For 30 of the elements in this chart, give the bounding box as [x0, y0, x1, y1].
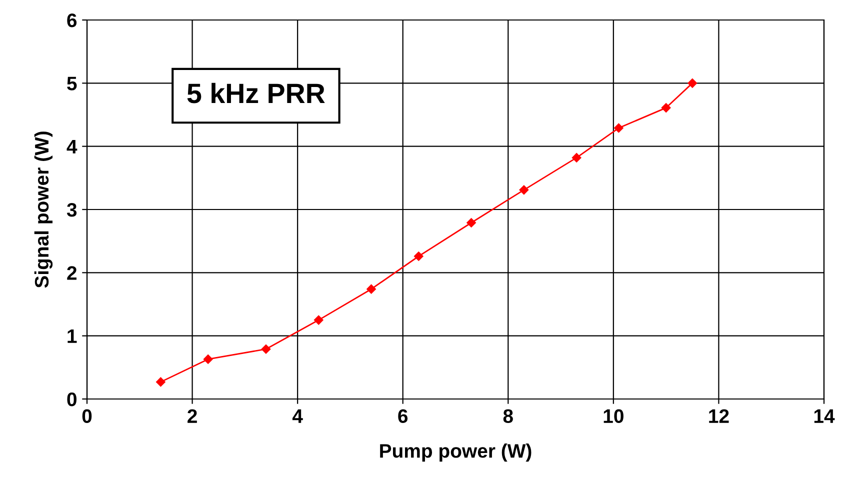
x-tick-label: 10	[604, 409, 624, 424]
x-tick-label: 14	[814, 409, 835, 423]
point	[614, 123, 624, 133]
point	[688, 78, 698, 88]
point	[519, 185, 529, 195]
x-tick-label: 8	[503, 409, 513, 424]
x-tick-label: 0	[82, 409, 92, 424]
point	[314, 315, 324, 325]
x-tick-label: 12	[709, 409, 729, 423]
point	[203, 354, 213, 364]
y-tick-label: 2	[67, 266, 76, 280]
point	[261, 344, 271, 354]
point	[414, 252, 424, 261]
x-axis-title: Pump power (W)	[380, 444, 532, 462]
y-tick-label: 0	[67, 392, 76, 406]
point	[466, 218, 476, 228]
point	[156, 377, 166, 387]
x-tick-label: 6	[398, 409, 408, 424]
x-tick-label: 2	[188, 409, 197, 423]
point	[661, 103, 671, 112]
y-axis-title: Signal power (W)	[34, 132, 53, 288]
y-tick-label: 6	[67, 13, 77, 28]
point	[366, 284, 376, 294]
y-tick-label: 4	[66, 140, 78, 154]
y-tick-label: 3	[66, 202, 77, 217]
point	[572, 153, 582, 162]
x-tick-label: 4	[292, 409, 303, 423]
y-tick-label: 1	[68, 330, 77, 343]
y-tick-label: 5	[67, 76, 77, 90]
annotation: 5 kHz PRR	[187, 82, 325, 104]
